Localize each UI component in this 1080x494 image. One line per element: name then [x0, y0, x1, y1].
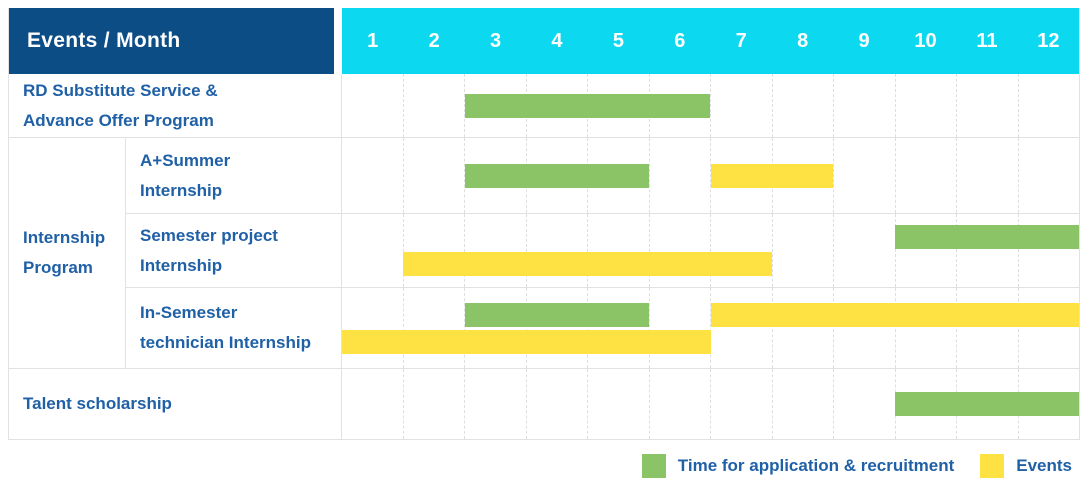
row-timeline [342, 369, 1079, 439]
row-label-cell: Talent scholarship [9, 369, 342, 439]
month-header-cell: 9 [858, 29, 870, 52]
legend-application-label: Time for application & recruitment [677, 456, 955, 475]
bar-line [342, 93, 1079, 118]
application-bar [464, 163, 650, 188]
row-semester-project-internship: Semester project Internship [126, 213, 1079, 287]
month-header-cell: 12 [1037, 29, 1060, 52]
month-header: 1 2 3 4 5 6 7 8 9 10 11 12 [342, 8, 1079, 74]
month-header-cell: 1 [367, 29, 379, 52]
row-timeline [342, 138, 1079, 213]
application-bar [464, 302, 650, 327]
legend-events-label: Events [1016, 456, 1072, 475]
month-header-cell: 2 [428, 29, 440, 52]
internship-program-group: Internship Program A+Summer Internship S… [9, 137, 1079, 368]
event-bar [403, 252, 772, 276]
month-header-cell: 8 [797, 29, 809, 52]
schedule-table: Events / Month 1 2 3 4 5 6 7 8 9 10 11 1… [8, 8, 1080, 440]
row-label: In-Semester technician Internship [140, 303, 311, 352]
event-bar [342, 329, 711, 354]
row-label-cell: RD Substitute Service & Advance Offer Pr… [9, 74, 342, 137]
event-bar [710, 163, 834, 188]
bar-line [342, 392, 1079, 416]
row-a-plus-summer-internship: A+Summer Internship [126, 138, 1079, 213]
row-label: Semester project Internship [140, 225, 278, 275]
row-label-cell: Semester project Internship [126, 214, 342, 287]
row-rd-substitute-service: RD Substitute Service & Advance Offer Pr… [9, 74, 1079, 137]
month-header-cell: 3 [489, 29, 502, 52]
legend-item-application: Time for application & recruitment [641, 454, 955, 478]
application-bar [894, 392, 1079, 416]
row-label-cell: In-Semester technician Internship [126, 288, 342, 368]
row-label: Talent scholarship [23, 394, 172, 414]
month-gridlines [342, 288, 1079, 368]
row-timeline [342, 74, 1079, 137]
month-header-cell: 11 [976, 29, 998, 52]
month-header-cell: 4 [551, 29, 563, 52]
application-bar [894, 225, 1079, 249]
header-title-cell: Events / Month [9, 8, 334, 74]
row-talent-scholarship: Talent scholarship [9, 368, 1079, 439]
group-label: Internship Program [23, 228, 106, 277]
row-timeline [342, 214, 1079, 287]
month-header-cell: 7 [735, 29, 747, 52]
month-header-cell: 5 [612, 29, 624, 52]
legend: Time for application & recruitment Event… [8, 450, 1072, 482]
row-timeline [342, 288, 1079, 368]
bar-line [342, 329, 1079, 354]
legend-application-swatch-icon [641, 454, 666, 478]
page-title: Events / Month [27, 29, 181, 52]
bar-line [342, 252, 1079, 276]
row-label-cell: A+Summer Internship [126, 138, 342, 213]
header-row: Events / Month 1 2 3 4 5 6 7 8 9 10 11 1… [9, 8, 1079, 74]
bar-line [342, 302, 1079, 327]
header-divider [334, 8, 342, 74]
month-header-cell: 10 [914, 29, 937, 52]
month-header-cell: 6 [674, 29, 686, 52]
bar-line [342, 225, 1079, 249]
group-label-cell: Internship Program [9, 138, 126, 368]
event-bar [710, 302, 1079, 327]
legend-item-events: Events [980, 454, 1072, 478]
application-bar [464, 93, 711, 118]
bar-line [342, 163, 1079, 188]
row-in-semester-technician-internship: In-Semester technician Internship [126, 287, 1079, 368]
row-label: A+Summer Internship [140, 150, 231, 200]
row-label: RD Substitute Service & Advance Offer Pr… [23, 80, 218, 130]
legend-events-swatch-icon [980, 454, 1005, 478]
group-sub-rows: A+Summer Internship Semester project Int… [126, 138, 1079, 368]
